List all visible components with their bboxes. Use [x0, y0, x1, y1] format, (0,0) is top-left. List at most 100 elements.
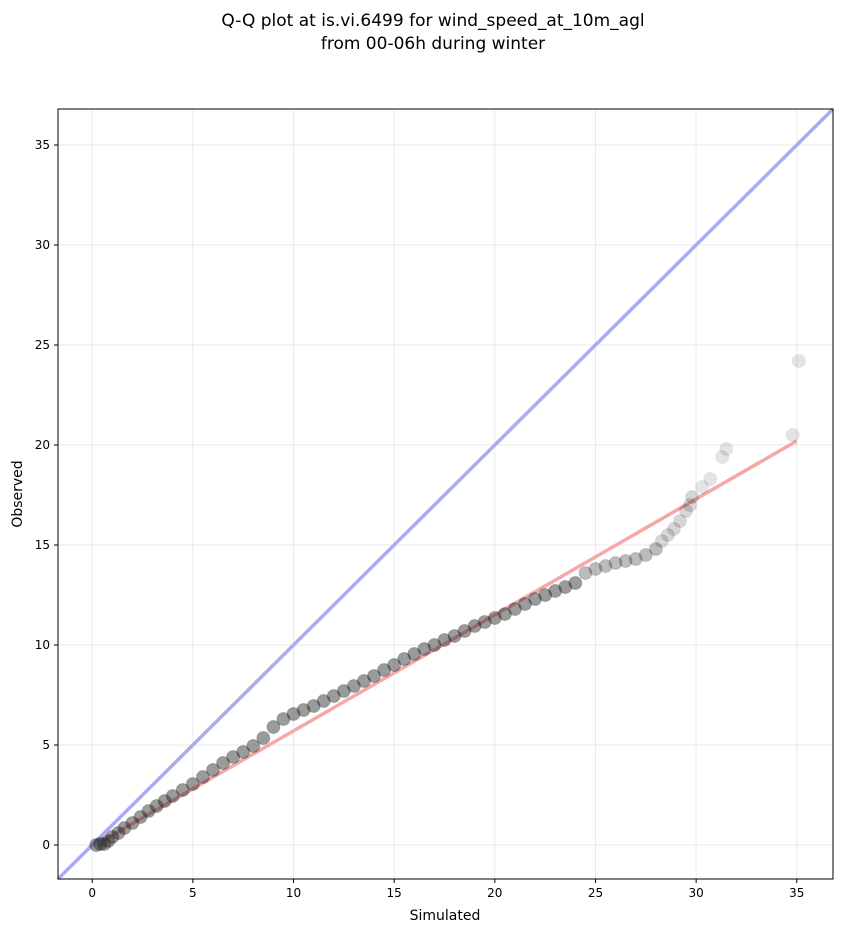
- x-tick-label: 30: [688, 886, 703, 900]
- qq-point: [306, 699, 321, 713]
- qq-point: [141, 804, 156, 818]
- qq-point: [105, 830, 120, 844]
- qq-point: [276, 712, 291, 726]
- y-tick-label: 25: [35, 338, 50, 352]
- qq-point: [598, 559, 613, 573]
- qq-point: [648, 542, 663, 556]
- grid: [58, 109, 833, 879]
- fit-line: [101, 439, 798, 843]
- qq-point: [507, 602, 522, 616]
- qq-point: [246, 739, 261, 753]
- qq-point: [93, 837, 108, 851]
- qq-point: [336, 684, 351, 698]
- qq-point: [89, 838, 104, 852]
- x-tick-label: 35: [789, 886, 804, 900]
- qq-point: [165, 789, 180, 803]
- qq-point: [175, 783, 190, 797]
- ticks: 0 5 10 15 20 25 30 35 0 5 10 15 20 25 30 35: [35, 138, 805, 900]
- qq-point: [683, 498, 698, 512]
- qq-point: [316, 694, 331, 708]
- qq-point: [256, 731, 271, 745]
- qq-point: [538, 588, 553, 602]
- y-tick-label: 0: [42, 838, 50, 852]
- qq-point: [195, 770, 210, 784]
- y-tick-label: 10: [35, 638, 50, 652]
- qq-point: [703, 472, 718, 486]
- qq-point: [111, 826, 126, 840]
- qq-point: [149, 799, 164, 813]
- y-tick-label: 35: [35, 138, 50, 152]
- qq-point: [296, 703, 311, 717]
- qq-point: [558, 580, 573, 594]
- qq-point: [791, 354, 806, 368]
- qq-point: [457, 624, 472, 638]
- qq-point: [548, 584, 563, 598]
- qq-point: [719, 442, 734, 456]
- qq-point: [618, 554, 633, 568]
- qq-point: [568, 576, 583, 590]
- qq-point: [206, 763, 220, 777]
- qq-point: [377, 663, 392, 677]
- identity-line: [56, 107, 835, 881]
- qq-point: [133, 810, 148, 824]
- qq-point: [654, 534, 669, 548]
- y-tick-label: 5: [42, 738, 50, 752]
- plot-frame: [57, 108, 834, 880]
- chart-title-line2: from 00-06h during winter: [321, 34, 545, 54]
- qq-point: [346, 679, 361, 693]
- qq-point: [487, 611, 502, 625]
- qq-point: [117, 821, 132, 835]
- qq-point: [518, 597, 533, 611]
- x-tick-label: 25: [588, 886, 603, 900]
- y-tick-label: 30: [35, 238, 50, 252]
- qq-point: [356, 674, 371, 688]
- qq-point: [467, 619, 482, 633]
- qq-point: [685, 490, 700, 504]
- qq-point: [588, 562, 603, 576]
- y-tick-label: 20: [35, 438, 50, 452]
- x-tick-label: 20: [487, 886, 502, 900]
- qq-point: [660, 528, 675, 542]
- qq-point: [216, 756, 231, 770]
- qq-point: [477, 615, 492, 629]
- qq-point: [236, 745, 251, 759]
- qq-point: [528, 592, 543, 606]
- x-tick-label: 15: [387, 886, 402, 900]
- qq-point: [715, 450, 730, 464]
- qq-point: [608, 556, 623, 570]
- qq-point: [367, 669, 382, 683]
- qq-point: [447, 629, 462, 643]
- qq-point: [125, 816, 140, 830]
- qq-point: [266, 720, 281, 734]
- qq-point: [695, 480, 710, 494]
- chart-title-line1: Q-Q plot at is.vi.6499 for wind_speed_at…: [221, 11, 644, 31]
- qq-point: [157, 794, 172, 808]
- qq-point: [387, 658, 402, 672]
- qq-point: [638, 548, 653, 562]
- y-axis-label: Observed: [10, 460, 26, 527]
- x-tick-label: 0: [88, 886, 96, 900]
- plot-area: [56, 107, 835, 881]
- qq-point: [101, 834, 116, 848]
- qq-point: [427, 638, 442, 652]
- x-tick-label: 10: [286, 886, 301, 900]
- qq-point: [679, 504, 694, 518]
- qq-point: [226, 750, 241, 764]
- qq-point: [628, 552, 643, 566]
- qq-point: [397, 652, 412, 666]
- qq-point: [578, 566, 593, 580]
- qq-point: [326, 689, 341, 703]
- qq-point: [785, 428, 800, 442]
- x-tick-label: 5: [189, 886, 197, 900]
- qq-point: [673, 514, 688, 528]
- qq-point: [417, 642, 432, 656]
- qq-point: [286, 707, 301, 721]
- qq-point: [437, 633, 452, 647]
- qq-point: [185, 777, 200, 791]
- qq-point: [97, 837, 112, 851]
- qq-point: [666, 522, 681, 536]
- qq-point: [407, 647, 422, 661]
- y-tick-label: 15: [35, 538, 50, 552]
